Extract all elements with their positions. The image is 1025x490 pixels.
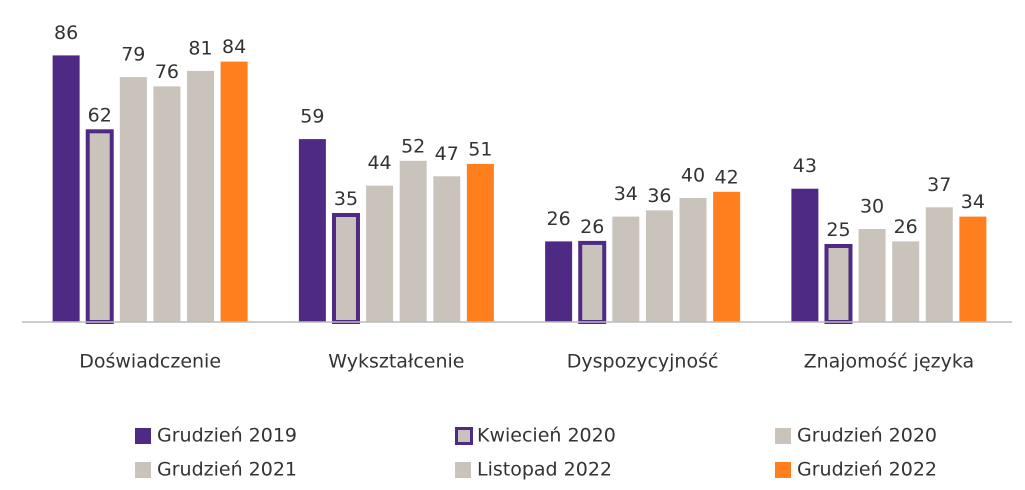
bar bbox=[679, 198, 707, 322]
bar bbox=[858, 229, 886, 322]
value-label: 25 bbox=[826, 219, 850, 241]
legend-swatch bbox=[455, 462, 471, 478]
value-label: 84 bbox=[222, 36, 246, 58]
value-label: 30 bbox=[860, 196, 884, 218]
legend-label: Listopad 2022 bbox=[477, 459, 612, 481]
x-tick-label: Wykształcenie bbox=[328, 351, 464, 373]
value-label: 81 bbox=[188, 37, 212, 59]
legend-swatch bbox=[135, 428, 151, 444]
bar bbox=[645, 210, 673, 322]
legend-label: Grudzień 2021 bbox=[157, 459, 297, 481]
x-tick-label: Dyspozycyjność bbox=[567, 351, 719, 373]
legend-swatch bbox=[455, 427, 473, 445]
bar bbox=[399, 160, 427, 322]
bar bbox=[85, 129, 114, 324]
value-label: 47 bbox=[435, 143, 459, 165]
bar bbox=[545, 241, 573, 322]
bar bbox=[366, 185, 394, 322]
x-tick-label: Znajomość języka bbox=[804, 351, 975, 373]
value-label: 35 bbox=[334, 188, 358, 210]
value-label: 43 bbox=[793, 155, 817, 177]
value-label: 62 bbox=[88, 104, 112, 126]
bar bbox=[578, 240, 607, 324]
bar bbox=[119, 77, 147, 322]
value-label: 37 bbox=[927, 174, 951, 196]
legend-swatch bbox=[775, 462, 791, 478]
bar bbox=[959, 216, 987, 322]
value-label: 42 bbox=[715, 166, 739, 188]
value-label: 34 bbox=[961, 191, 985, 213]
legend-swatch bbox=[775, 428, 791, 444]
bar bbox=[187, 70, 215, 323]
bar bbox=[433, 176, 461, 322]
bar bbox=[331, 213, 360, 324]
bar bbox=[892, 241, 920, 322]
bar bbox=[824, 244, 853, 324]
bar bbox=[298, 139, 326, 322]
value-label: 26 bbox=[547, 208, 571, 230]
bar bbox=[220, 61, 248, 322]
legend-swatch bbox=[135, 462, 151, 478]
legend-label: Kwiecień 2020 bbox=[477, 425, 616, 447]
value-label: 26 bbox=[894, 216, 918, 238]
legend-label: Grudzień 2022 bbox=[797, 459, 937, 481]
bar bbox=[791, 188, 819, 322]
bar bbox=[153, 86, 181, 323]
bar bbox=[713, 191, 741, 322]
value-label: 79 bbox=[121, 44, 145, 66]
value-label: 26 bbox=[580, 216, 604, 238]
bar bbox=[52, 55, 80, 323]
legend-label: Grudzień 2020 bbox=[797, 425, 937, 447]
bar bbox=[612, 216, 640, 322]
value-label: 52 bbox=[401, 135, 425, 157]
value-label: 76 bbox=[155, 61, 179, 83]
value-label: 44 bbox=[367, 152, 391, 174]
bar bbox=[925, 207, 953, 322]
value-label: 36 bbox=[647, 185, 671, 207]
x-tick-label: Doświadczenie bbox=[79, 351, 221, 373]
value-label: 51 bbox=[468, 138, 492, 160]
value-label: 59 bbox=[300, 106, 324, 128]
value-label: 40 bbox=[681, 165, 705, 187]
bar bbox=[466, 163, 494, 322]
value-label: 34 bbox=[614, 183, 638, 205]
legend-label: Grudzień 2019 bbox=[157, 425, 297, 447]
value-label: 86 bbox=[54, 22, 78, 44]
